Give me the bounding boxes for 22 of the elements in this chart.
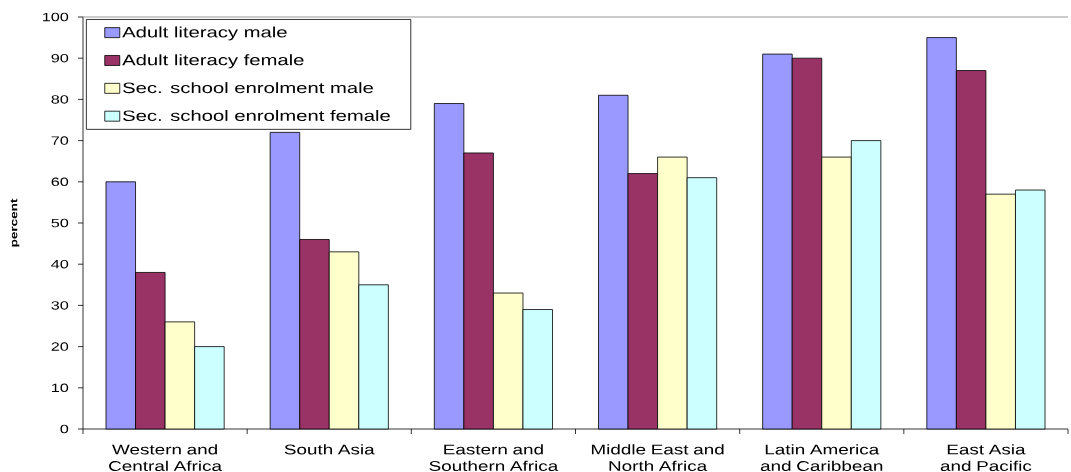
y-tick-label: 0 bbox=[60, 424, 69, 434]
y-tick-label: 20 bbox=[51, 342, 69, 351]
y-tick-label: 80 bbox=[51, 95, 69, 104]
y-tick-label: 10 bbox=[52, 383, 69, 393]
y-tick-label: 50 bbox=[51, 218, 69, 228]
x-tick-label: Eastern and Southern Africa bbox=[429, 444, 559, 471]
y-tick-label: 70 bbox=[51, 136, 69, 145]
legend-label: Adult literacy male bbox=[122, 26, 287, 41]
legend-label: Sec. school enrolment female bbox=[123, 109, 390, 122]
x-tick-label: Western and Central Africa bbox=[109, 444, 223, 471]
x-tick-label: South Asia bbox=[284, 444, 375, 455]
x-tick-label: East Asia and Pacific bbox=[940, 444, 1032, 471]
x-tick-label: Latin America and Caribbean bbox=[760, 444, 883, 471]
y-tick-label: 90 bbox=[51, 53, 69, 63]
legend-label: Adult literacy female bbox=[122, 54, 304, 69]
legend-label: Sec. school enrolment male bbox=[123, 82, 373, 94]
y-tick-label: 40 bbox=[51, 259, 69, 269]
y-tick-label: 60 bbox=[51, 177, 69, 187]
x-tick-label: Middle East and North Africa bbox=[591, 444, 724, 471]
y-axis-title: percent bbox=[10, 198, 20, 247]
y-tick-label: 100 bbox=[43, 12, 69, 22]
y-tick-label: 30 bbox=[51, 301, 69, 310]
